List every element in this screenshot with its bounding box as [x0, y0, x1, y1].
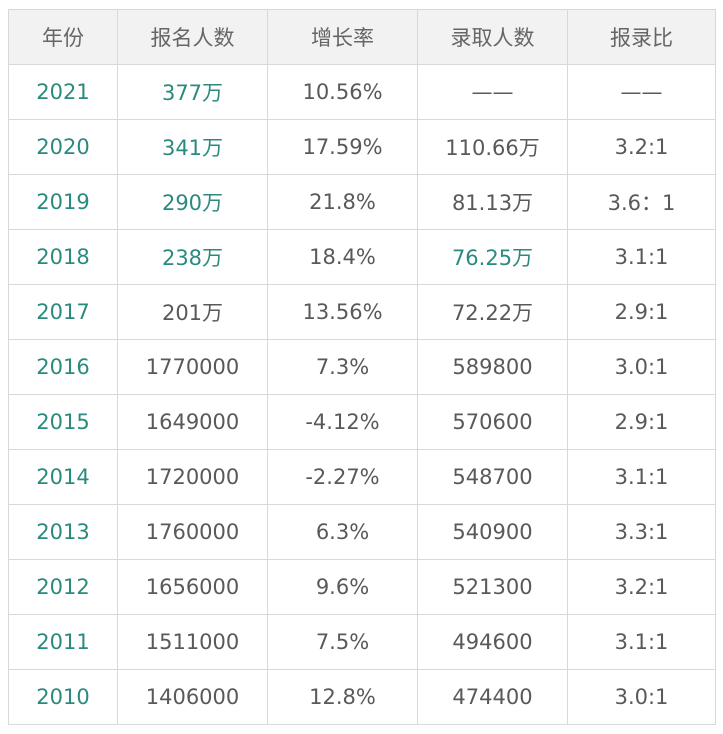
admitted-cell: 548700: [417, 449, 568, 505]
applicants-cell: 1406000: [117, 669, 268, 725]
header-year: 年份: [8, 9, 118, 65]
growth-rate-cell: 17.59%: [267, 119, 418, 175]
growth-rate-cell: 21.8%: [267, 174, 418, 230]
year-cell: 2012: [8, 559, 118, 615]
table-row: 2011 1511000 7.5% 494600 3.1:1: [8, 614, 716, 670]
year-cell: 2013: [8, 504, 118, 560]
applicants-cell: 1511000: [117, 614, 268, 670]
header-applicants: 报名人数: [117, 9, 268, 65]
table-row: 2017 201万 13.56% 72.22万 2.9:1: [8, 284, 716, 340]
table-row: 2013 1760000 6.3% 540900 3.3:1: [8, 504, 716, 560]
admitted-cell: ——: [417, 64, 568, 120]
applicants-cell: 1649000: [117, 394, 268, 450]
ratio-cell: 3.2:1: [567, 559, 716, 615]
year-cell: 2010: [8, 669, 118, 725]
table-row: 2018 238万 18.4% 76.25万 3.1:1: [8, 229, 716, 285]
admitted-cell: 521300: [417, 559, 568, 615]
ratio-cell: 2.9:1: [567, 284, 716, 340]
applicants-cell: 341万: [117, 119, 268, 175]
applicants-cell: 290万: [117, 174, 268, 230]
growth-rate-cell: 18.4%: [267, 229, 418, 285]
growth-rate-cell: 9.6%: [267, 559, 418, 615]
growth-rate-cell: 13.56%: [267, 284, 418, 340]
table-row: 2016 1770000 7.3% 589800 3.0:1: [8, 339, 716, 395]
ratio-cell: 3.2:1: [567, 119, 716, 175]
admitted-cell: 110.66万: [417, 119, 568, 175]
header-ratio: 报录比: [567, 9, 716, 65]
admitted-cell: 474400: [417, 669, 568, 725]
year-cell: 2021: [8, 64, 118, 120]
applicants-cell: 201万: [117, 284, 268, 340]
ratio-cell: 3.1:1: [567, 229, 716, 285]
table-row: 2020 341万 17.59% 110.66万 3.2:1: [8, 119, 716, 175]
ratio-cell: 3.6：1: [567, 174, 716, 230]
year-cell: 2016: [8, 339, 118, 395]
ratio-cell: 3.0:1: [567, 669, 716, 725]
ratio-cell: 3.1:1: [567, 614, 716, 670]
table-row: 2014 1720000 -2.27% 548700 3.1:1: [8, 449, 716, 505]
applicants-cell: 377万: [117, 64, 268, 120]
admitted-cell: 494600: [417, 614, 568, 670]
table-row: 2019 290万 21.8% 81.13万 3.6：1: [8, 174, 716, 230]
admitted-cell: 589800: [417, 339, 568, 395]
applicants-cell: 1720000: [117, 449, 268, 505]
applicants-cell: 1656000: [117, 559, 268, 615]
header-growth-rate: 增长率: [267, 9, 418, 65]
admitted-cell: 540900: [417, 504, 568, 560]
growth-rate-cell: -2.27%: [267, 449, 418, 505]
growth-rate-cell: 6.3%: [267, 504, 418, 560]
header-row: 年份 报名人数 增长率 录取人数 报录比: [8, 9, 716, 65]
ratio-cell: 2.9:1: [567, 394, 716, 450]
year-cell: 2014: [8, 449, 118, 505]
year-cell: 2015: [8, 394, 118, 450]
year-cell: 2018: [8, 229, 118, 285]
table-row: 2010 1406000 12.8% 474400 3.0:1: [8, 669, 716, 725]
table-row: 2021 377万 10.56% —— ——: [8, 64, 716, 120]
growth-rate-cell: 12.8%: [267, 669, 418, 725]
applicants-cell: 1760000: [117, 504, 268, 560]
applicants-cell: 1770000: [117, 339, 268, 395]
admissions-table: 年份 报名人数 增长率 录取人数 报录比 2021 377万 10.56% ——…: [8, 9, 716, 725]
admitted-cell: 76.25万: [417, 229, 568, 285]
table-row: 2015 1649000 -4.12% 570600 2.9:1: [8, 394, 716, 450]
ratio-cell: 3.3:1: [567, 504, 716, 560]
table-container: 年份 报名人数 增长率 录取人数 报录比 2021 377万 10.56% ——…: [8, 9, 716, 725]
growth-rate-cell: -4.12%: [267, 394, 418, 450]
applicants-cell: 238万: [117, 229, 268, 285]
year-cell: 2011: [8, 614, 118, 670]
year-cell: 2019: [8, 174, 118, 230]
table-row: 2012 1656000 9.6% 521300 3.2:1: [8, 559, 716, 615]
ratio-cell: 3.0:1: [567, 339, 716, 395]
growth-rate-cell: 7.3%: [267, 339, 418, 395]
admitted-cell: 72.22万: [417, 284, 568, 340]
growth-rate-cell: 7.5%: [267, 614, 418, 670]
year-cell: 2017: [8, 284, 118, 340]
growth-rate-cell: 10.56%: [267, 64, 418, 120]
admitted-cell: 81.13万: [417, 174, 568, 230]
year-cell: 2020: [8, 119, 118, 175]
admitted-cell: 570600: [417, 394, 568, 450]
header-admitted: 录取人数: [417, 9, 568, 65]
ratio-cell: ——: [567, 64, 716, 120]
ratio-cell: 3.1:1: [567, 449, 716, 505]
